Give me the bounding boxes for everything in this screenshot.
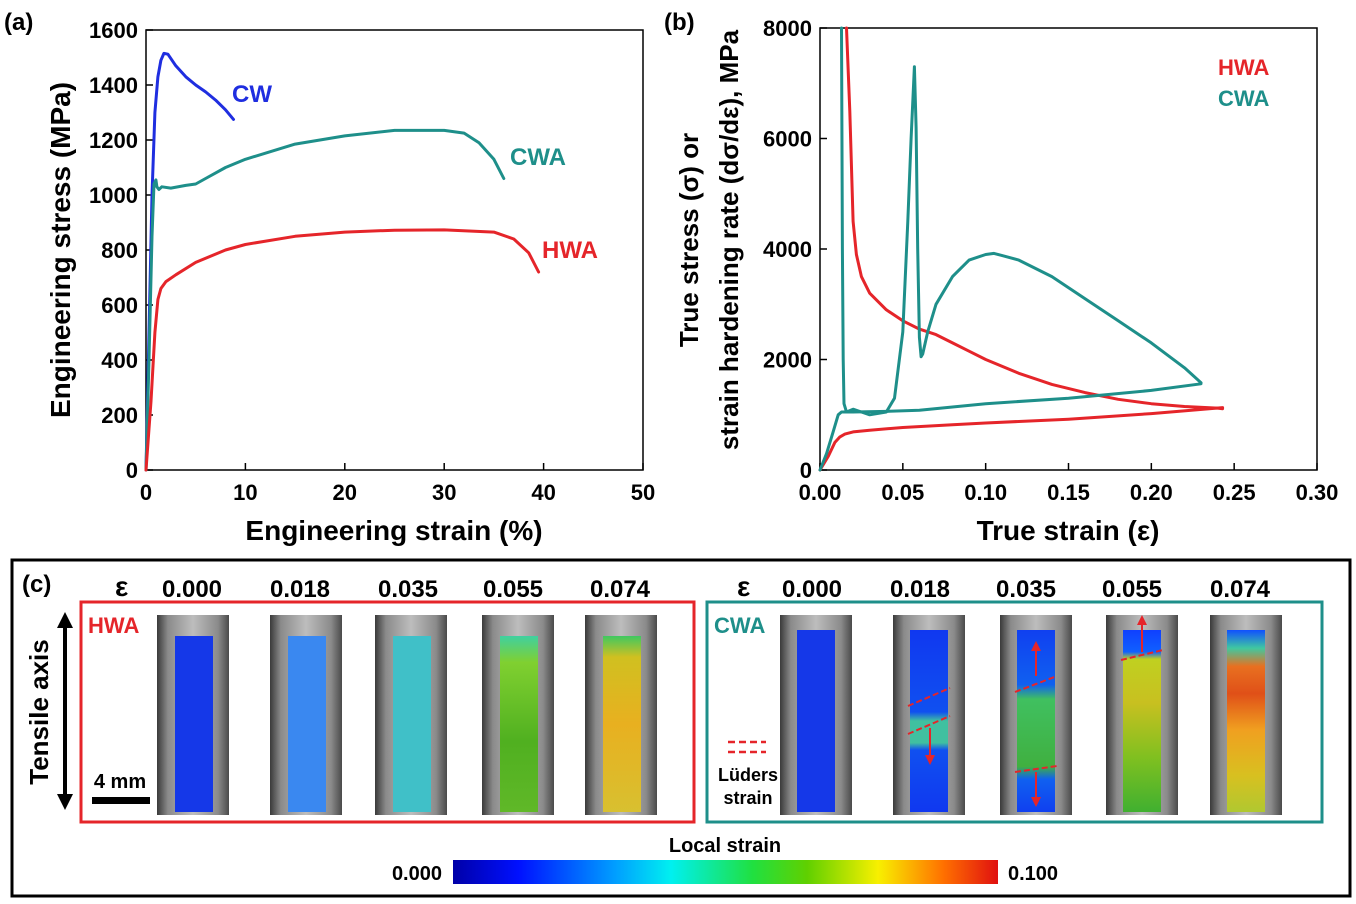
- tensile-axis-label: Tensile axis: [24, 639, 54, 785]
- x-tick-label: 0.15: [1047, 480, 1090, 505]
- series-line-cw: [144, 51, 235, 472]
- x-tick-label: 50: [631, 480, 655, 505]
- x-axis-b: 0.00 0.05 0.10 0.15 0.20 0.25 0.30: [799, 463, 1339, 505]
- x-tick-label: 0.10: [964, 480, 1007, 505]
- x-tick-label: 0.05: [881, 480, 924, 505]
- stress-strain-chart: (a) 0 10 20 30 40 50 0 200 400 600 800 1000 1200 140…: [4, 9, 655, 546]
- dic-strain-maps: (c) ε 0.000 0.018 0.035 0.055 0.074 ε 0.…: [10, 558, 1352, 898]
- scale-bar: [92, 797, 150, 804]
- x-tick-label: 0.00: [799, 480, 842, 505]
- legend-hwa: HWA: [1218, 55, 1269, 80]
- y-tick-label: 0: [126, 458, 138, 483]
- series-line-cwa-hardening-rate: [840, 26, 1203, 417]
- panel-label-b: (b): [664, 9, 695, 36]
- series-group-b: [818, 26, 1225, 472]
- y-axis-b: 0 2000 4000 6000 8000: [763, 16, 827, 483]
- y-tick-label: 400: [101, 348, 138, 373]
- y-tick-label: 1200: [89, 128, 138, 153]
- x-tick-label: 10: [233, 480, 257, 505]
- strain-header-hwa-3: 0.035: [378, 576, 438, 603]
- y-tick-label: 6000: [763, 127, 812, 152]
- series-line-hwa-stress: [818, 406, 1225, 472]
- hwa-specimen-1: [157, 615, 229, 815]
- y-tick-label: 8000: [763, 16, 812, 41]
- scale-bar-label: 4 mm: [94, 771, 146, 793]
- series-label-hwa: HWA: [542, 237, 598, 264]
- strain-header-cwa-2: 0.018: [890, 576, 950, 603]
- panel-c-frame: [10, 558, 1352, 898]
- x-tick-label: 40: [531, 480, 555, 505]
- series-line-cwa: [144, 128, 506, 472]
- strain-header-hwa-4: 0.055: [483, 576, 543, 603]
- strain-header-hwa-5: 0.074: [590, 576, 651, 603]
- cwa-specimen-4: [1106, 615, 1178, 815]
- x-tick-label: 20: [333, 480, 357, 505]
- cwa-group-box: [705, 600, 1324, 824]
- x-tick-label: 0.30: [1296, 480, 1339, 505]
- series-line-cwa-stress: [818, 382, 1203, 472]
- colorbar-max-label: 0.100: [1008, 863, 1058, 885]
- hwa-specimen-2: [270, 615, 342, 815]
- y-tick-label: 1000: [89, 183, 138, 208]
- cwa-specimen-2: [893, 615, 965, 815]
- y-tick-label: 800: [101, 238, 138, 263]
- epsilon-symbol-cwa: ε: [737, 571, 750, 602]
- strain-header-cwa-3: 0.035: [996, 576, 1056, 603]
- strain-header-hwa-2: 0.018: [270, 576, 330, 603]
- cwa-box-label: CWA: [714, 613, 765, 638]
- y-axis-title-b-line2: strain hardening rate (dσ/dε), MPa: [714, 29, 744, 450]
- y-axis-a: 0 200 400 600 800 1000 1200 1400 1600: [89, 18, 153, 483]
- hwa-specimen-4: [482, 615, 554, 815]
- hwa-specimen-3: [375, 615, 447, 815]
- hwa-specimen-5: [585, 615, 657, 815]
- series-line-hwa: [144, 228, 541, 472]
- y-tick-label: 200: [101, 403, 138, 428]
- x-axis-title-b: True strain (ε): [977, 515, 1160, 546]
- x-tick-label: 30: [432, 480, 456, 505]
- hwa-group-box: [79, 600, 696, 824]
- y-tick-label: 600: [101, 293, 138, 318]
- colorbar-title: Local strain: [669, 835, 781, 857]
- x-axis-a: 0 10 20 30 40 50: [140, 463, 655, 505]
- x-tick-label: 0.25: [1213, 480, 1256, 505]
- colorbar-min-label: 0.000: [392, 863, 442, 885]
- strain-header-cwa-5: 0.074: [1210, 576, 1271, 603]
- legend-cwa: CWA: [1218, 86, 1269, 111]
- strain-header-cwa-4: 0.055: [1102, 576, 1162, 603]
- panel-label-c: (c): [22, 571, 51, 598]
- luders-label-line2: strain: [723, 788, 772, 808]
- series-label-cw: CW: [232, 81, 272, 108]
- cwa-specimen-3: [1000, 615, 1072, 815]
- strain-header-cwa-1: 0.000: [782, 576, 842, 603]
- y-axis-title-b-line1: True stress (σ) or: [674, 133, 704, 347]
- x-tick-label: 0.20: [1130, 480, 1173, 505]
- x-tick-label: 0: [140, 480, 152, 505]
- y-tick-label: 1400: [89, 73, 138, 98]
- cwa-specimen-1: [780, 615, 852, 815]
- cwa-specimen-5: [1210, 615, 1282, 815]
- x-axis-title-a: Engineering strain (%): [245, 515, 542, 546]
- series-line-hwa-hardening-rate: [845, 26, 1225, 411]
- y-tick-label: 0: [800, 458, 812, 483]
- hardening-chart: (b) 0.00 0.05 0.10 0.15 0.20 0.25 0.30 0 2000 40…: [664, 9, 1338, 546]
- strain-header-hwa-1: 0.000: [162, 576, 222, 603]
- epsilon-symbol-hwa: ε: [115, 571, 128, 602]
- y-axis-title-a: Engineering stress (MPa): [45, 82, 76, 418]
- series-label-cwa: CWA: [510, 144, 566, 171]
- y-tick-label: 4000: [763, 237, 812, 262]
- luders-label-line1: Lüders: [718, 765, 778, 785]
- colorbar: [453, 860, 998, 884]
- panel-label-a: (a): [4, 9, 33, 36]
- hwa-box-label: HWA: [88, 613, 139, 638]
- series-group-a: [144, 51, 541, 472]
- y-tick-label: 1600: [89, 18, 138, 43]
- y-tick-label: 2000: [763, 348, 812, 373]
